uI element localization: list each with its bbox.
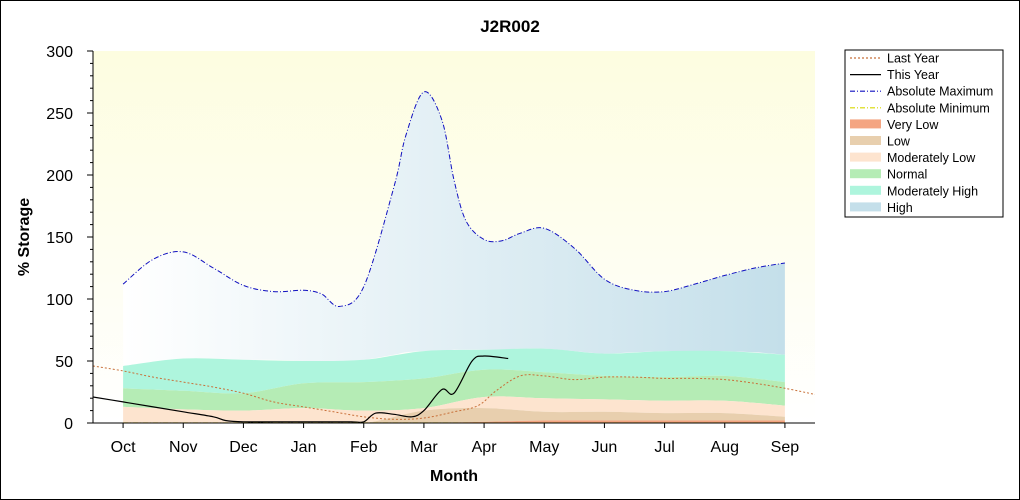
legend-item-last-year: Last Year: [850, 52, 939, 66]
band-moderately-high: [123, 348, 785, 394]
y-axis-label: % Storage: [16, 198, 33, 276]
x-tick-label: Jul: [654, 439, 674, 456]
legend-label: This Year: [887, 68, 939, 82]
plot-area: [93, 91, 815, 423]
legend-item-very-low: Very Low: [850, 118, 939, 132]
legend-item-normal: Normal: [850, 168, 927, 182]
series-last-year: [93, 365, 815, 420]
x-axis-label: Month: [430, 468, 478, 485]
band-normal: [123, 369, 785, 411]
x-tick-label: Nov: [169, 439, 197, 456]
x-tick-label: Apr: [472, 439, 498, 456]
legend-swatch: [850, 136, 881, 145]
x-tick-label: Oct: [111, 439, 136, 456]
y-tick-label: 0: [64, 416, 73, 433]
y-tick-label: 100: [46, 292, 73, 309]
legend: Last Year This Year Absolute Maximum Absolu…: [844, 49, 1004, 218]
y-tick-label: 300: [46, 44, 73, 61]
y-tick-label: 200: [46, 168, 73, 185]
legend-swatch: [850, 202, 881, 212]
series-absolute-maximum: [122, 91, 785, 307]
x-tick-label: Jan: [291, 439, 317, 456]
legend-item-moderately-low: Moderately Low: [850, 151, 976, 165]
band-moderately-low: [123, 396, 785, 423]
axes: 0 50 100 150 200 250 300 Oct Nov Dec Jan Feb Mar Apr M…: [46, 44, 815, 456]
legend-item-high: High: [850, 201, 913, 215]
legend-item-moderately-high: Moderately High: [850, 184, 978, 198]
legend-label: Very Low: [887, 118, 939, 132]
legend-swatch: [850, 185, 881, 195]
legend-label: High: [887, 201, 913, 215]
x-tick-label: Mar: [410, 439, 438, 456]
legend-label: Moderately Low: [887, 151, 976, 165]
x-tick-label: Jun: [592, 439, 618, 456]
legend-label: Normal: [887, 168, 927, 182]
chart-title: J2R002: [480, 17, 540, 36]
series-this-year: [93, 355, 509, 423]
y-tick-label: 150: [46, 230, 73, 247]
legend-swatch: [850, 152, 881, 162]
legend-swatch: [850, 169, 881, 179]
band-very-low: [123, 420, 785, 423]
legend-item-low: Low: [850, 135, 911, 149]
x-tick-label: May: [529, 439, 559, 456]
legend-label: Last Year: [887, 52, 939, 66]
x-tick-label: Dec: [229, 439, 257, 456]
legend-label: Absolute Maximum: [887, 85, 993, 99]
x-tick-label: Aug: [711, 439, 739, 456]
band-low: [123, 408, 785, 423]
legend-item-this-year: This Year: [850, 68, 939, 82]
legend-swatch: [850, 119, 881, 129]
legend-item-absolute-minimum: Absolute Minimum: [850, 101, 990, 115]
legend-item-absolute-maximum: Absolute Maximum: [850, 85, 993, 99]
legend-label: Moderately High: [887, 184, 978, 198]
y-tick-label: 50: [55, 354, 73, 371]
legend-label: Low: [887, 135, 911, 149]
legend-label: Absolute Minimum: [887, 101, 990, 115]
band-high: [123, 91, 785, 367]
y-tick-label: 250: [46, 106, 73, 123]
x-tick-label: Feb: [350, 439, 378, 456]
x-tick-label: Sep: [771, 439, 800, 456]
